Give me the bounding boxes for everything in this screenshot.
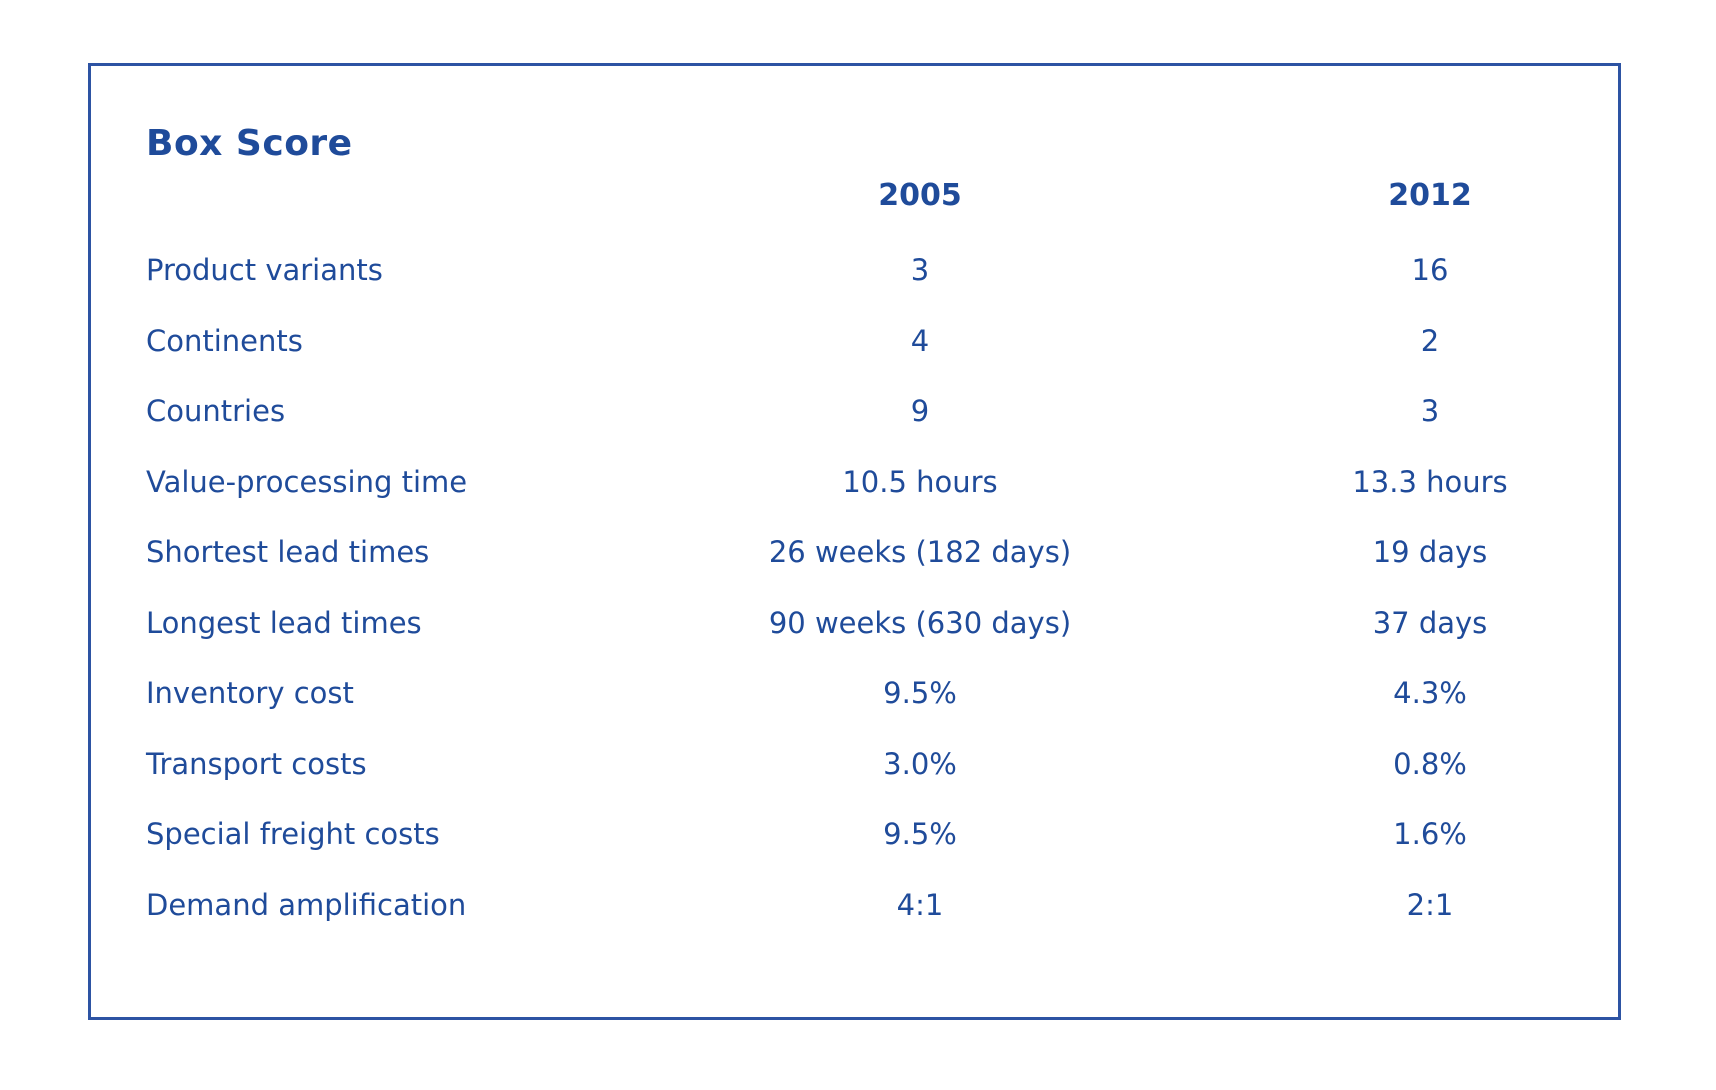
value-2012: 0.8% [1393,746,1467,781]
value-2012: 13.3 hours [1352,464,1508,499]
row-label: Shortest lead times [146,535,430,570]
value-2012: 1.6% [1393,817,1467,852]
table-row: Longest lead times 90 weeks (630 days) 3… [91,588,1618,659]
table-row: Countries 9 3 [91,376,1618,447]
value-2012: 2:1 [1406,887,1454,922]
row-label: Product variants [146,253,383,288]
table-header-row: 2005 2012 [91,177,1618,213]
row-label: Transport costs [146,746,367,781]
column-header-2012: 2012 [1388,177,1472,213]
table-row: Value-processing time 10.5 hours 13.3 ho… [91,447,1618,518]
table-row: Shortest lead times 26 weeks (182 days) … [91,517,1618,588]
value-2005: 10.5 hours [842,464,998,499]
page-title: Box Score [146,123,353,164]
value-2012: 3 [1420,394,1440,429]
row-label: Countries [146,394,286,429]
row-label: Demand amplification [146,887,467,922]
row-label: Continents [146,323,303,358]
value-2005: 4:1 [896,887,944,922]
column-header-2005: 2005 [878,177,962,213]
box-score-panel: Box Score 2005 2012 Product variants 3 1… [88,63,1621,1020]
row-label: Special freight costs [146,817,440,852]
value-2005: 90 weeks (630 days) [768,605,1072,640]
table-row: Continents 4 2 [91,306,1618,377]
value-2012: 2 [1420,323,1440,358]
value-2005: 26 weeks (182 days) [768,535,1072,570]
value-2005: 3 [910,253,930,288]
row-label: Value-processing time [146,464,468,499]
value-2005: 9.5% [883,817,957,852]
row-label: Inventory cost [146,676,354,711]
value-2005: 4 [910,323,930,358]
row-label: Longest lead times [146,605,422,640]
table-row: Special freight costs 9.5% 1.6% [91,799,1618,870]
table-body: Product variants 3 16 Continents 4 2 Cou… [91,235,1618,940]
value-2005: 9 [910,394,930,429]
value-2012: 37 days [1372,605,1488,640]
table-row: Inventory cost 9.5% 4.3% [91,658,1618,729]
value-2012: 19 days [1372,535,1488,570]
value-2012: 4.3% [1393,676,1467,711]
table-row: Transport costs 3.0% 0.8% [91,729,1618,800]
table-row: Product variants 3 16 [91,235,1618,306]
value-2005: 3.0% [883,746,957,781]
value-2012: 16 [1411,253,1449,288]
table-row: Demand amplification 4:1 2:1 [91,870,1618,941]
value-2005: 9.5% [883,676,957,711]
